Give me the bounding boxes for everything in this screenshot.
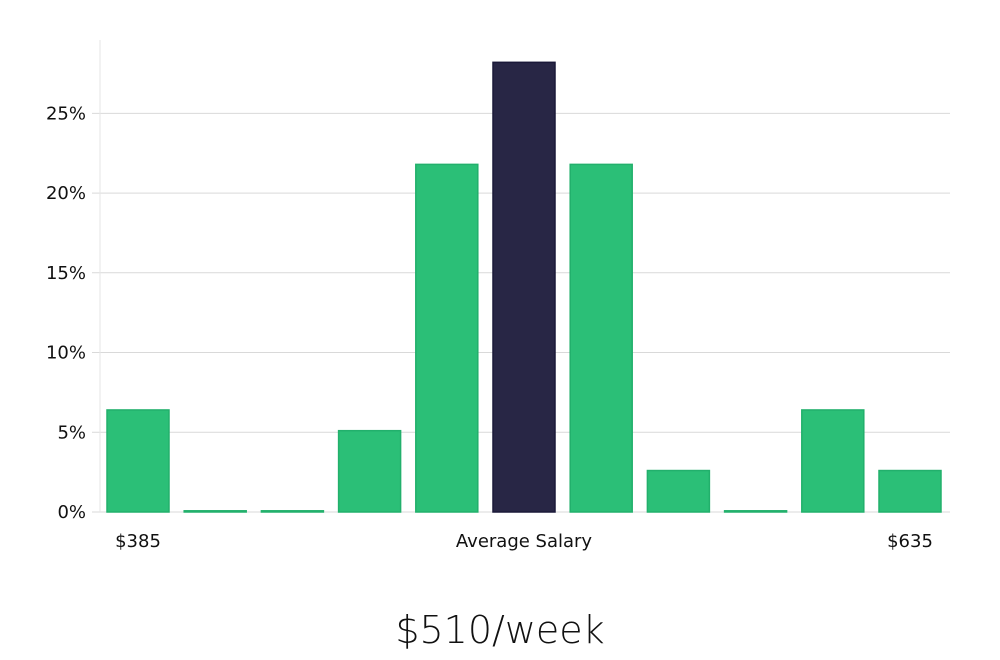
x-label-min: $385 xyxy=(115,531,161,552)
bar xyxy=(878,469,942,513)
x-label-average: Average Salary xyxy=(456,531,593,552)
bar xyxy=(646,469,711,513)
y-tick-label: 0% xyxy=(57,502,86,523)
y-tick-label: 15% xyxy=(46,263,86,284)
bar xyxy=(569,163,633,513)
x-label-max: $635 xyxy=(887,531,933,552)
y-tick-label: 20% xyxy=(46,183,86,204)
bar xyxy=(106,409,170,513)
bars xyxy=(106,61,942,513)
bar xyxy=(723,510,788,513)
average-salary-value: $510/week xyxy=(395,608,605,652)
y-tick-label: 10% xyxy=(46,343,86,364)
salary-distribution-chart: 0% 5% 10% 15% 20% 25% $385 Average Salary $63… xyxy=(46,40,950,552)
y-tick-label: 25% xyxy=(46,103,86,124)
bar xyxy=(801,409,865,513)
y-axis-tick-labels: 0% 5% 10% 15% 20% 25% xyxy=(46,103,86,523)
bar xyxy=(183,510,247,513)
y-tick-label: 5% xyxy=(57,422,86,443)
bar xyxy=(337,429,402,513)
bar xyxy=(260,510,325,513)
bar-average xyxy=(492,61,556,513)
bar xyxy=(415,163,479,513)
